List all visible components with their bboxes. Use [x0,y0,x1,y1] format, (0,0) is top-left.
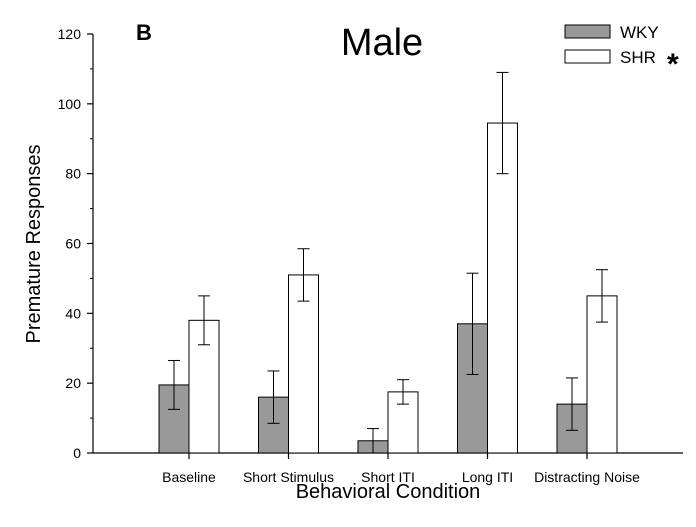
legend-label-shr: SHR [620,48,656,67]
y-axis: 0 20 40 60 80 100 120 [58,26,94,461]
bars [158,71,618,454]
y-tick-label: 120 [58,26,82,42]
legend: WKY SHR * [564,23,679,81]
y-tick-label: 100 [58,96,82,112]
y-axis-title: Premature Responses [23,145,45,344]
x-axis-title: Behavioral Condition [296,481,481,503]
x-tick-label: Baseline [162,469,216,485]
significance-marker: * [667,48,679,81]
x-tick-label: Long ITI [462,469,513,485]
bar-shr [288,274,319,454]
y-tick-label: 60 [65,236,81,252]
x-tick-label: Distracting Noise [534,469,640,485]
x-tick-label: Short Stimulus [243,469,334,485]
y-tick-label: 80 [65,166,81,182]
bar-shr [487,122,518,454]
panel-label: B [136,20,152,45]
bar-wky [457,323,488,454]
y-tick-label: 20 [65,375,81,391]
y-tick-label: 40 [65,305,81,321]
x-tick-label: Short ITI [361,469,415,485]
y-tick-label: 0 [73,445,81,461]
legend-swatch-shr [564,49,611,64]
legend-label-wky: WKY [620,23,659,42]
chart-title: Male [341,22,423,64]
legend-swatch-wky [564,24,611,39]
